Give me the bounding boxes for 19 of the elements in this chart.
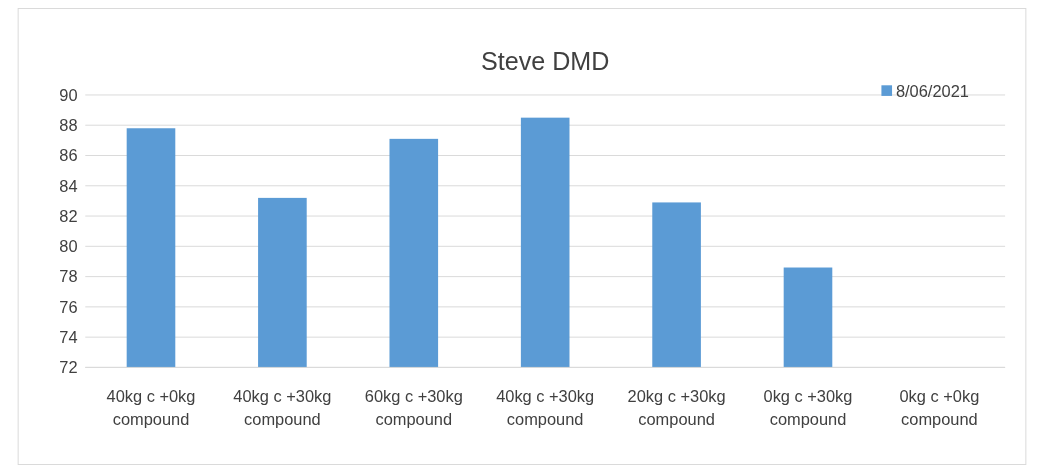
y-tick-label: 86 [59,146,78,165]
legend-label: 8/06/2021 [895,81,969,100]
x-tick-label: 0kg c +0kg compound [899,387,980,429]
x-tick-label: 20kg c +30kg compound [627,387,726,429]
y-tick-label: 84 [59,176,78,195]
chart-title: Steve DMD [481,46,610,75]
y-tick-label: 82 [59,206,78,225]
y-tick-label: 74 [59,327,78,346]
y-tick-label: 78 [59,267,78,286]
x-tick-label: 60kg c +30kg compound [364,387,463,429]
y-tick-label: 76 [59,297,78,316]
y-tick-label: 88 [59,115,78,134]
y-tick-label: 90 [59,85,78,104]
x-tick-label: 0kg c +30kg compound [763,387,853,429]
x-tick-label: 40kg c +0kg compound [106,387,196,429]
x-tick-label: 40kg c +30kg compound [496,387,595,429]
y-tick-label: 80 [59,237,78,256]
y-tick-label: 72 [59,358,78,377]
x-tick-label: 40kg c +30kg compound [233,387,332,429]
